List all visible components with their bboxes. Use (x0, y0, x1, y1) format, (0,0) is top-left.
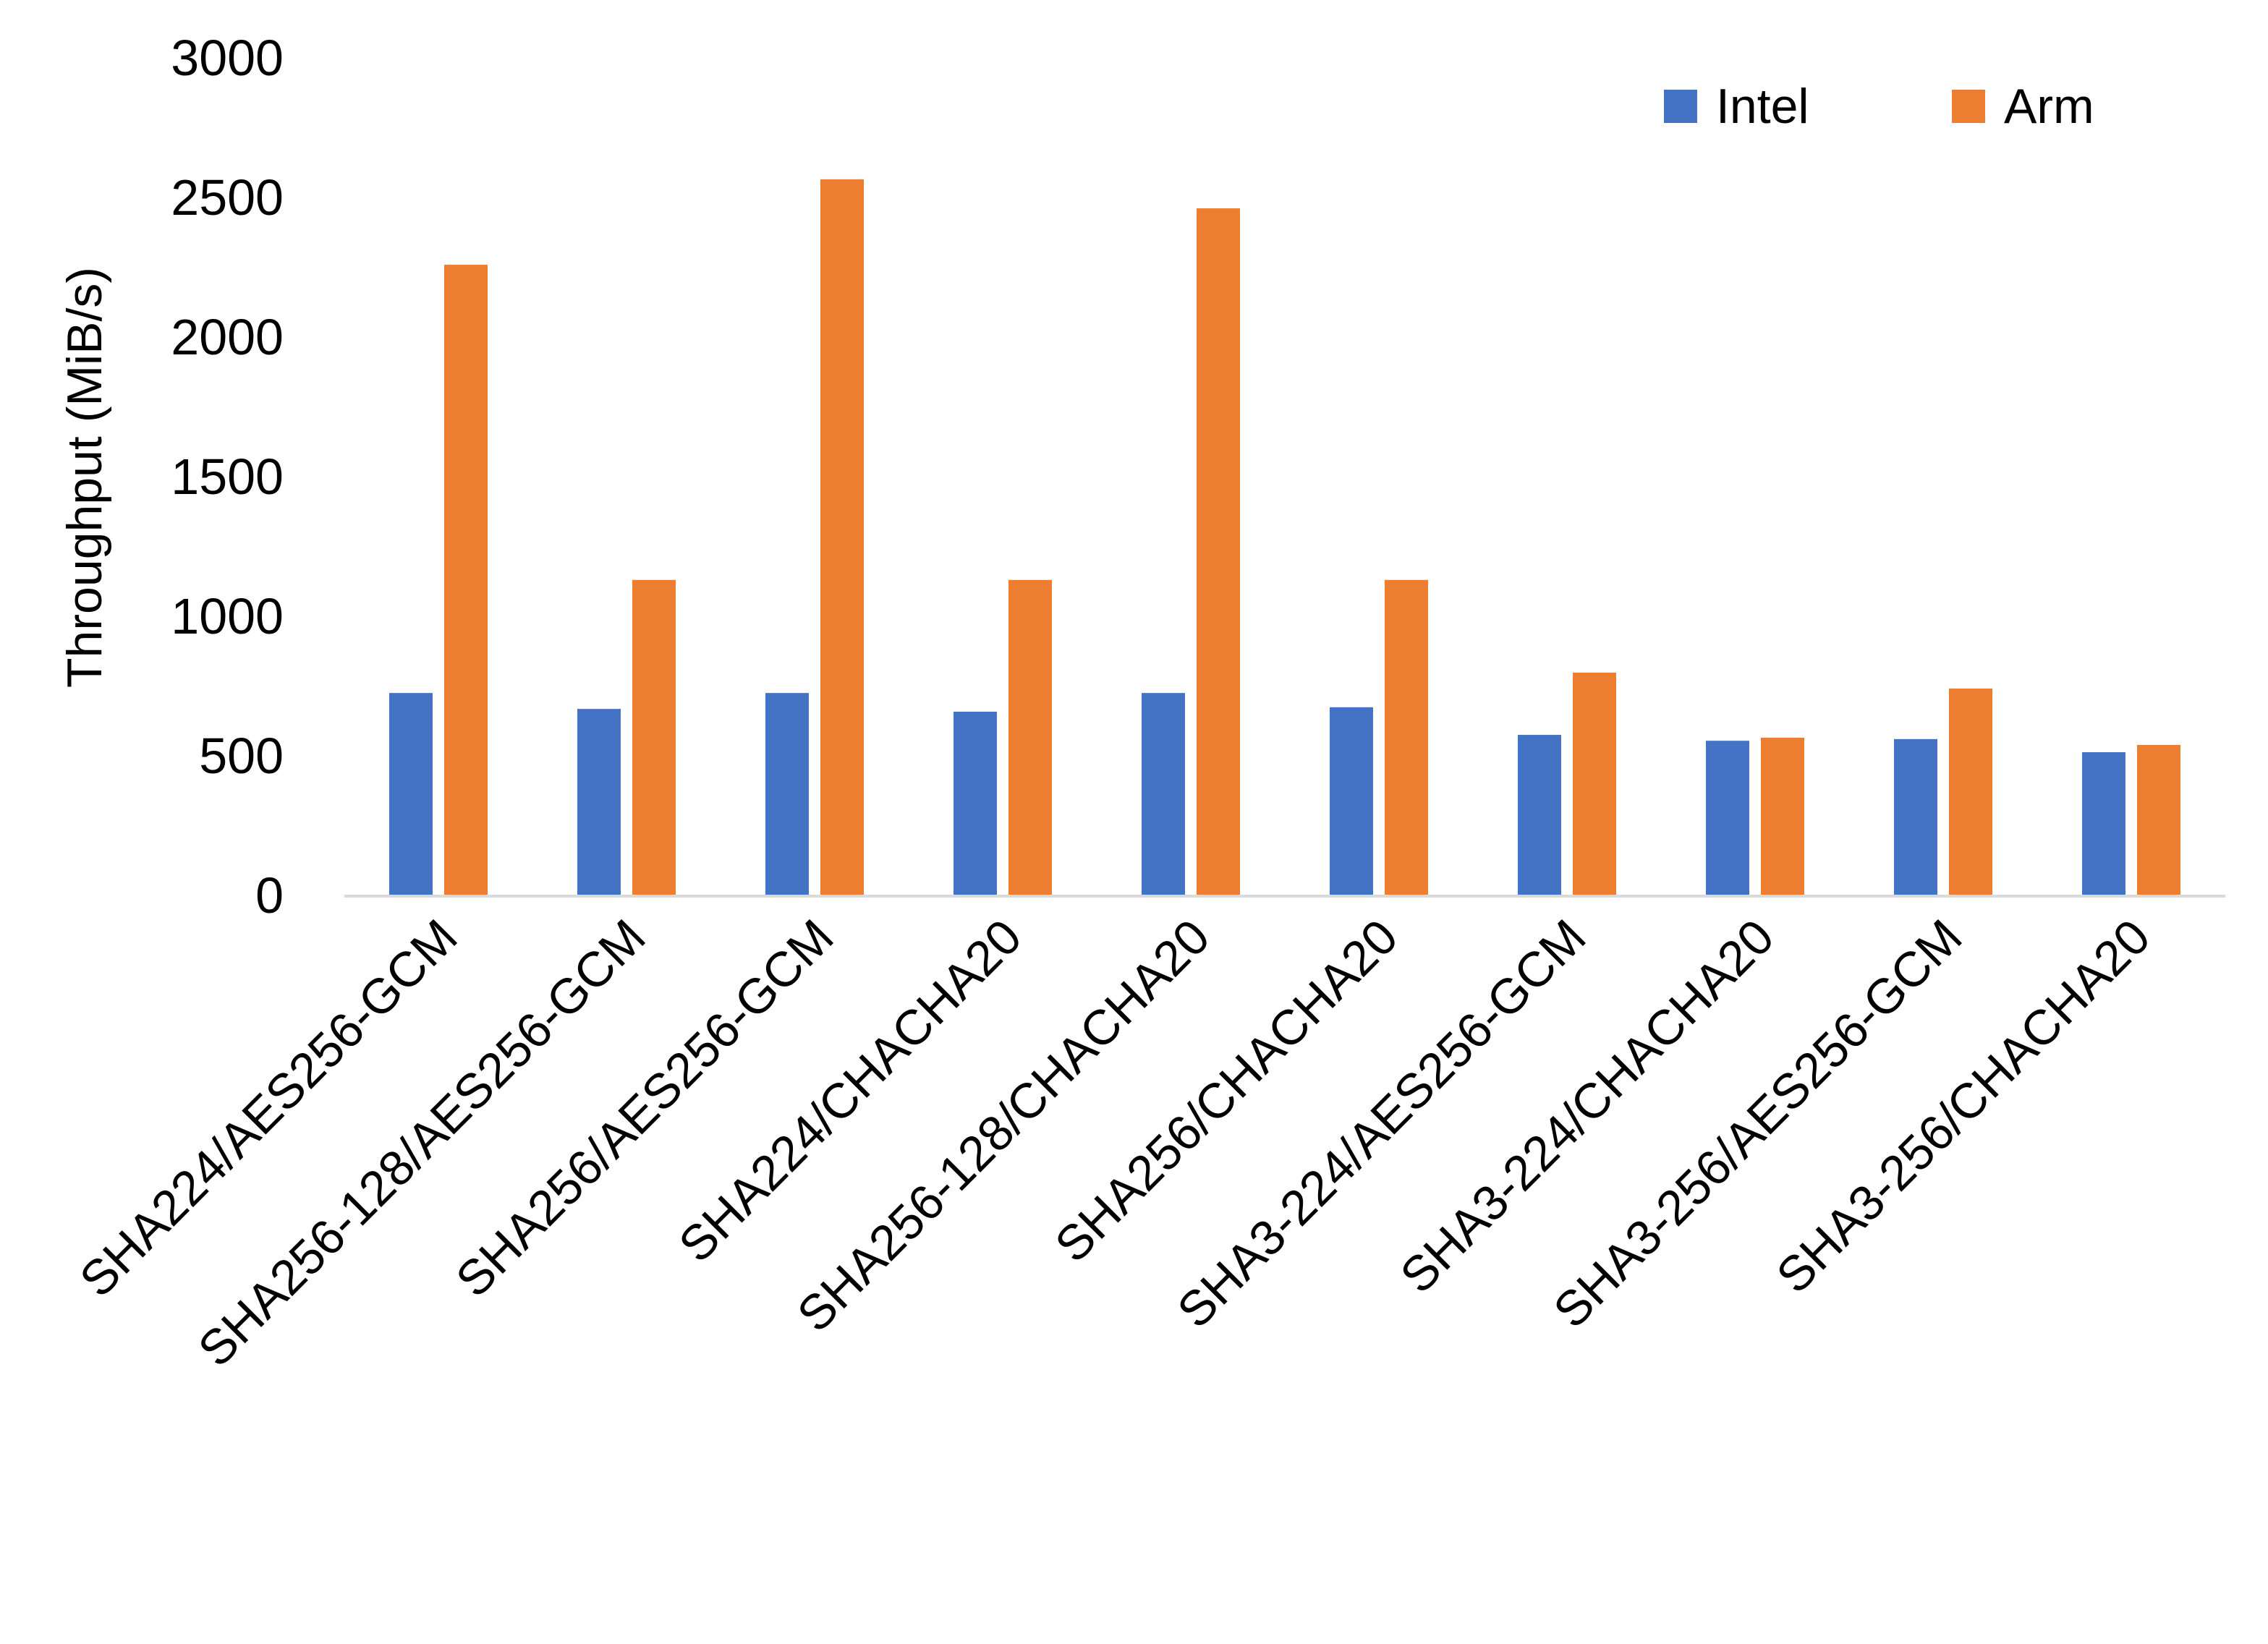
bars (389, 179, 2180, 896)
bar-intel (1894, 738, 1937, 895)
bar-arm (1949, 688, 1992, 895)
y-axis-label: Throughput (MiB/s) (57, 267, 112, 688)
y-tick-label: 2000 (171, 309, 284, 365)
bar-intel (765, 693, 809, 895)
bar-arm (2137, 744, 2180, 895)
x-tick-labels: SHA224/AES256-GCMSHA256-128/AES256-GCMSH… (69, 909, 2161, 1377)
bar-intel (577, 709, 621, 895)
bar-intel (1706, 741, 1749, 895)
y-tick-label: 1500 (171, 448, 284, 505)
bar-arm (1761, 737, 1804, 895)
y-tick-labels: 0 500 1000 1500 2000 2500 3000 (171, 30, 284, 924)
bar-intel (1518, 735, 1561, 895)
legend-swatch-intel (1664, 90, 1697, 123)
legend-label-intel: Intel (1716, 79, 1809, 134)
bar-arm (820, 179, 864, 895)
x-tick-label: SHA224/AES256-GCM (69, 909, 468, 1308)
bar-intel (1330, 707, 1373, 895)
bar-arm (1008, 579, 1052, 895)
legend: Intel Arm (1664, 79, 2094, 134)
bar-arm (444, 265, 488, 895)
bar-intel (389, 693, 433, 895)
y-tick-label: 1000 (171, 588, 284, 644)
y-tick-label: 3000 (171, 30, 284, 86)
x-tick-label: SHA3-256/CHACHA20 (1766, 909, 2160, 1303)
bar-arm (1385, 579, 1428, 895)
y-tick-label: 2500 (171, 169, 284, 226)
bar-arm (1573, 672, 1616, 895)
y-tick-label: 500 (199, 728, 284, 784)
x-tick-label: SHA224/CHACHA20 (668, 909, 1032, 1273)
bar-intel (1142, 693, 1185, 895)
x-tick-label: SHA3-224/CHACHA20 (1390, 909, 1784, 1303)
x-tick-label: SHA256/CHACHA20 (1045, 909, 1409, 1273)
legend-swatch-arm (1952, 90, 1985, 123)
bar-intel (954, 712, 997, 895)
y-tick-label: 0 (255, 867, 284, 924)
legend-label-arm: Arm (2004, 79, 2094, 134)
bar-arm (1197, 208, 1240, 896)
x-tick-label: SHA256/AES256-GCM (446, 909, 844, 1308)
bar-intel (2082, 751, 2125, 895)
bar-arm (632, 579, 676, 895)
